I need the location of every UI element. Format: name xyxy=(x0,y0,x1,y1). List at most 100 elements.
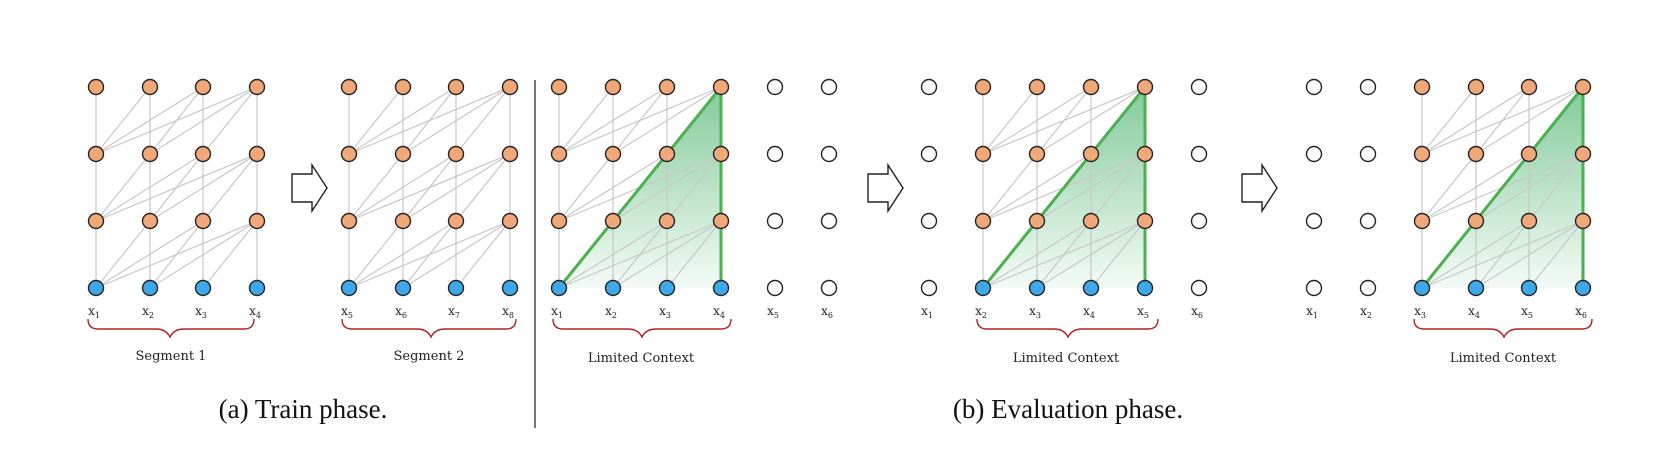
input-node xyxy=(194,279,212,297)
connection-line xyxy=(1421,86,1530,155)
token-label: x4 xyxy=(1083,304,1095,320)
eval-step-2-context-label: Limited Context xyxy=(1013,351,1120,366)
hidden-node xyxy=(1136,78,1154,96)
input-node xyxy=(1136,279,1154,297)
segment-2-brace xyxy=(341,318,517,339)
eval-step-2: x1 x2 x3 x4 x5 x6 Limited Context xyxy=(920,78,1208,366)
hidden-node xyxy=(1413,145,1431,163)
connection-line xyxy=(149,220,258,289)
hidden-node xyxy=(340,78,358,96)
token-label: x4 xyxy=(249,304,261,320)
segment-1-label: Segment 1 xyxy=(136,349,207,364)
hidden-node xyxy=(248,212,266,230)
hidden-node xyxy=(447,145,465,163)
input-node xyxy=(141,279,159,297)
hidden-node xyxy=(712,145,730,163)
connection-line xyxy=(1090,153,1146,222)
connection-line xyxy=(1036,86,1146,155)
connection-line xyxy=(202,153,258,222)
arrow-icon xyxy=(867,162,904,214)
token-label: x5 xyxy=(1521,304,1533,320)
token-label: x1 xyxy=(551,304,563,320)
connection-line xyxy=(95,153,204,222)
connection-line xyxy=(95,153,258,222)
eval-step-3-context-label: Limited Context xyxy=(1450,351,1557,366)
connection-line xyxy=(149,86,258,155)
eval-step-3-nodes xyxy=(1305,78,1592,297)
segment-1-brace xyxy=(87,318,255,339)
input-node xyxy=(1413,279,1431,297)
connection-line xyxy=(1421,86,1584,155)
token-label: x1 xyxy=(88,304,100,320)
eval-step-2-brace xyxy=(976,318,1159,339)
connection-line xyxy=(95,220,204,289)
connection-line xyxy=(348,153,404,222)
token-label: x4 xyxy=(1468,304,1480,320)
token-label: x1 xyxy=(1306,304,1318,320)
hidden-node xyxy=(1520,78,1538,96)
input-node xyxy=(394,279,412,297)
hidden-node xyxy=(1467,145,1485,163)
empty-node xyxy=(1359,212,1377,230)
connection-line xyxy=(149,153,258,222)
empty-node xyxy=(1190,145,1208,163)
connection-line xyxy=(666,153,722,222)
eval-step-3-token-labels: x1 x2 x3 x4 x5 x6 xyxy=(1306,304,1587,320)
connection-line xyxy=(612,86,722,155)
connection-line xyxy=(1421,220,1584,289)
input-node xyxy=(1520,279,1538,297)
token-label: x1 xyxy=(921,304,933,320)
connection-line xyxy=(982,220,1146,289)
token-label: x2 xyxy=(605,304,617,320)
hidden-node xyxy=(447,212,465,230)
connection-line xyxy=(558,86,614,155)
hidden-node xyxy=(1136,145,1154,163)
empty-node xyxy=(820,145,838,163)
connection-line xyxy=(982,86,1146,155)
hidden-node xyxy=(141,78,159,96)
connection-line xyxy=(455,86,511,155)
hidden-node xyxy=(550,212,568,230)
connection-line xyxy=(1475,86,1584,155)
connection-line xyxy=(1528,153,1584,222)
hidden-node xyxy=(550,78,568,96)
connection-line xyxy=(95,153,151,222)
hidden-node xyxy=(1574,145,1592,163)
eval-step-3: x1 x2 x3 x4 x5 x6 Limited Context xyxy=(1305,78,1593,366)
hidden-node xyxy=(1413,78,1431,96)
connection-line xyxy=(348,220,404,289)
connection-line xyxy=(982,153,1038,222)
hidden-node xyxy=(658,78,676,96)
connection-line xyxy=(558,153,614,222)
input-node xyxy=(658,279,676,297)
input-node xyxy=(550,279,568,297)
hidden-node xyxy=(501,78,519,96)
segment-2-token-labels: x5 x6 x7 x8 xyxy=(341,304,514,320)
input-node xyxy=(974,279,992,297)
connection-line xyxy=(558,86,668,155)
hidden-node xyxy=(1413,212,1431,230)
empty-node xyxy=(766,145,784,163)
token-label: x3 xyxy=(1029,304,1041,320)
hidden-node xyxy=(1028,212,1046,230)
hidden-node xyxy=(248,145,266,163)
connection-line xyxy=(1036,153,1146,222)
connection-line xyxy=(455,153,511,222)
hidden-node xyxy=(1520,145,1538,163)
empty-node xyxy=(820,279,838,297)
empty-node xyxy=(920,279,938,297)
connection-line xyxy=(612,153,722,222)
connection-line xyxy=(348,86,404,155)
hidden-node xyxy=(604,78,622,96)
hidden-node xyxy=(1082,78,1100,96)
empty-node xyxy=(1359,78,1377,96)
connection-line xyxy=(95,86,204,155)
eval-step-3-brace xyxy=(1413,318,1593,339)
eval-step-2-token-labels: x1 x2 x3 x4 x5 x6 xyxy=(921,304,1203,320)
arrow-icon xyxy=(291,162,328,214)
hidden-node xyxy=(194,78,212,96)
hidden-node xyxy=(141,212,159,230)
empty-node xyxy=(820,212,838,230)
connection-line xyxy=(1421,153,1530,222)
connection-line xyxy=(1528,220,1584,289)
